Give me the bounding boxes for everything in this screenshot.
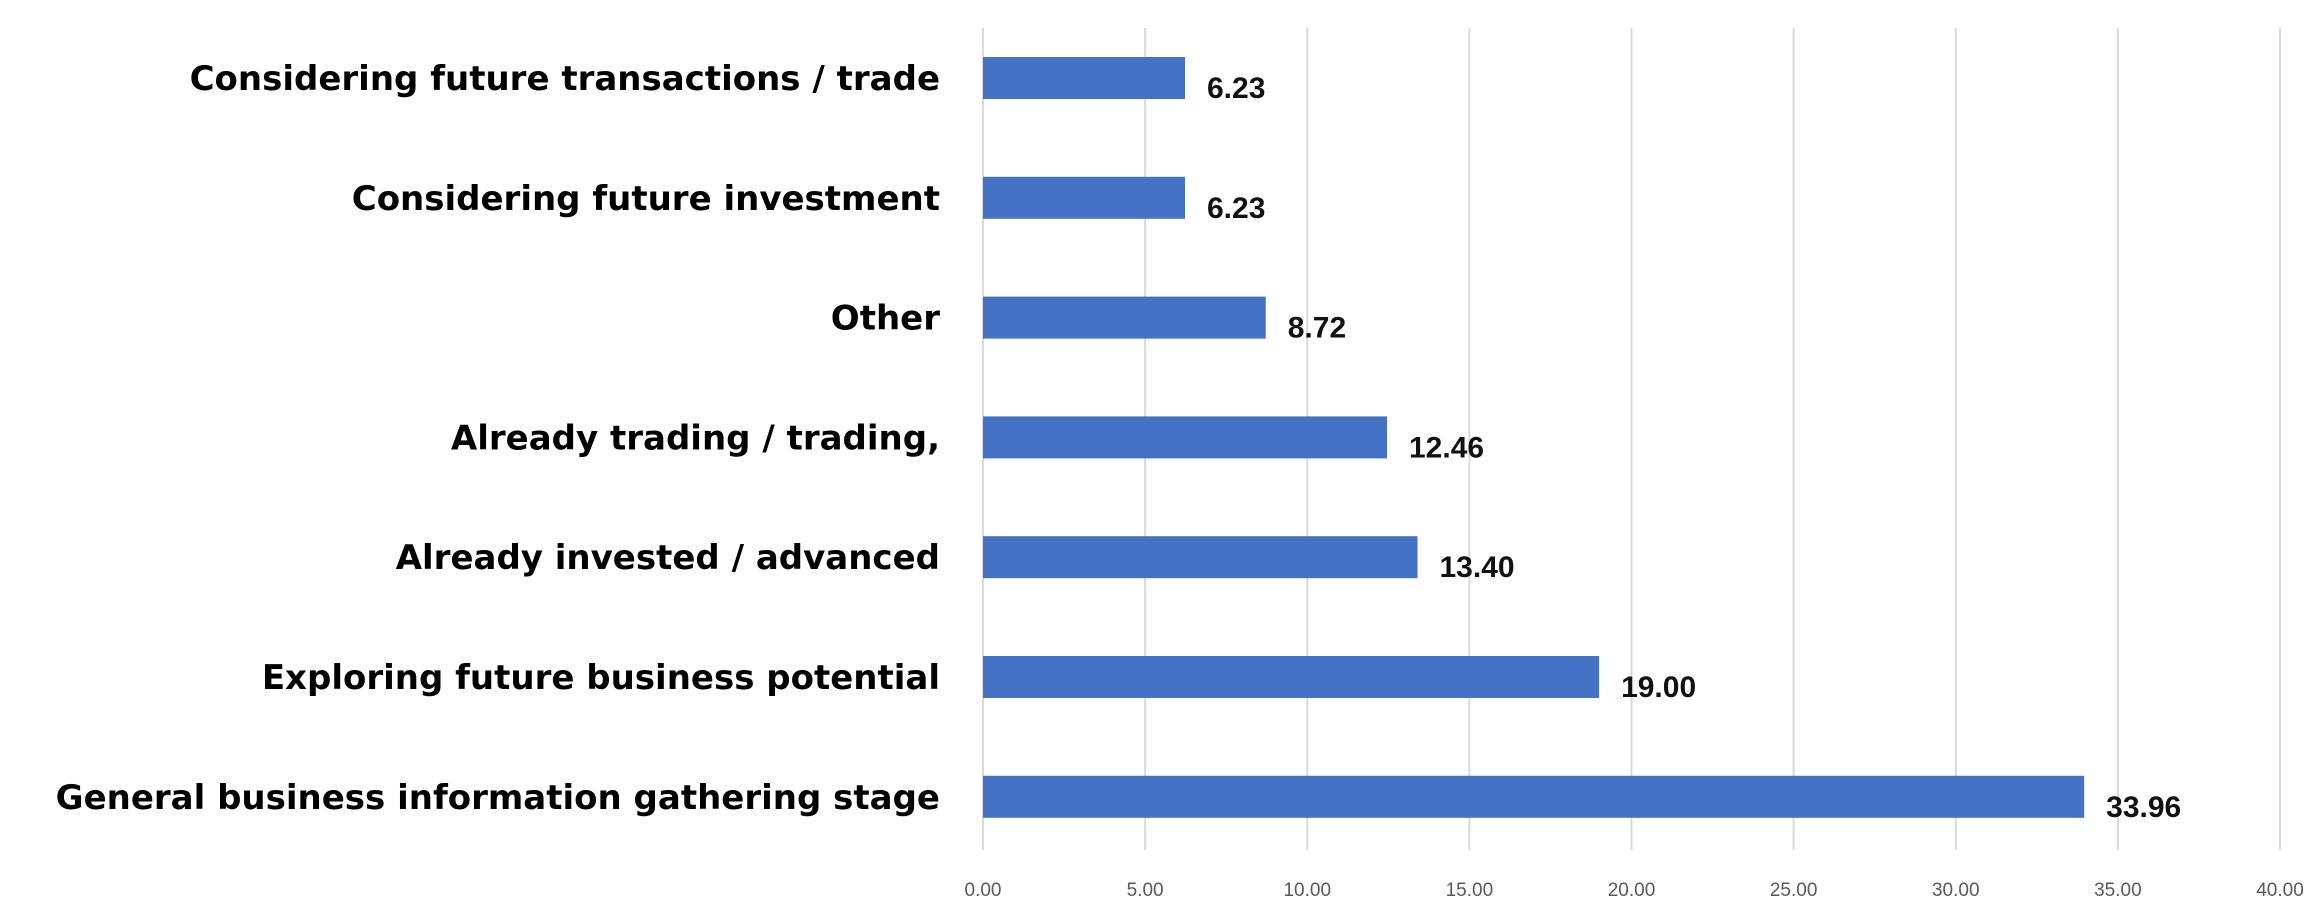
x-tick-label: 20.00 [1608, 880, 1656, 901]
data-label: 33.96 [2106, 791, 2181, 824]
x-tick-label: 35.00 [2094, 880, 2142, 901]
x-tick-label: 40.00 [2256, 880, 2304, 901]
x-tick-label: 0.00 [965, 880, 1002, 901]
bar [983, 57, 1185, 99]
category-label: Already trading / trading, [451, 418, 940, 458]
category-labels: Considering future transactions / trade C… [56, 59, 941, 818]
bar [983, 656, 1599, 698]
data-label: 12.46 [1409, 431, 1484, 464]
category-label: Considering future transactions / trade [190, 59, 940, 99]
bar [983, 416, 1387, 458]
x-tick-label: 15.00 [1446, 880, 1494, 901]
bars [983, 57, 2084, 818]
data-label: 6.23 [1207, 72, 1265, 105]
x-tick-label: 5.00 [1127, 880, 1164, 901]
bar [983, 776, 2084, 818]
data-label: 8.72 [1288, 312, 1346, 345]
x-tick-label: 10.00 [1283, 880, 1331, 901]
x-axis-tick-labels: 0.00 5.00 10.00 15.00 20.00 25.00 30.00 35.00 40… [965, 880, 2304, 901]
data-label: 6.23 [1207, 192, 1265, 225]
bar [983, 177, 1185, 219]
x-tick-label: 30.00 [1932, 880, 1980, 901]
category-label: Other [831, 299, 940, 339]
x-tick-label: 25.00 [1770, 880, 1818, 901]
category-label: General business information gathering s… [56, 778, 940, 818]
bar [983, 536, 1417, 578]
data-label: 19.00 [1621, 671, 1696, 704]
category-label: Considering future investment [352, 179, 940, 219]
category-label: Already invested / advanced [396, 538, 940, 578]
category-label: Exploring future business potential [262, 658, 940, 698]
bar [983, 297, 1266, 339]
data-label: 13.40 [1439, 551, 1514, 584]
